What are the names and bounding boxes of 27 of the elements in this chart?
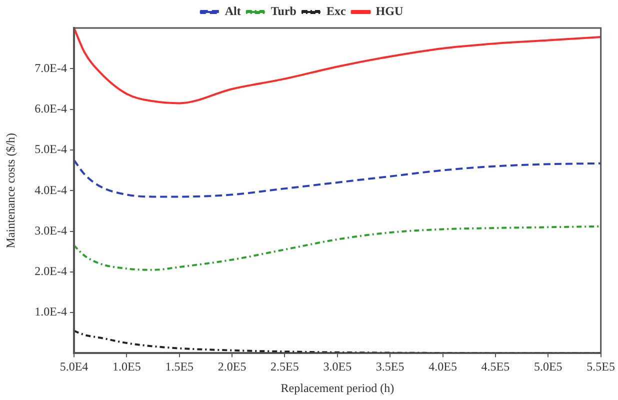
x-tick-label: 1.5E5 bbox=[165, 360, 194, 374]
line-series bbox=[74, 225, 601, 271]
x-tick-label: 3.0E5 bbox=[323, 360, 352, 374]
legend-label: HGU bbox=[376, 4, 404, 18]
y-axis-title: Maintenance costs ($/h) bbox=[3, 132, 18, 248]
legend-label: Turb bbox=[270, 4, 297, 18]
x-tick-label: 5.0E4 bbox=[60, 360, 88, 374]
y-tick-label: 2.0E-4 bbox=[34, 264, 67, 278]
x-tick-label: 4.0E5 bbox=[428, 360, 457, 374]
y-tick-label: 3.0E-4 bbox=[34, 223, 67, 238]
x-axis-title: Replacement period (h) bbox=[280, 380, 394, 395]
x-tick-label: 2.0E5 bbox=[218, 360, 246, 374]
y-tick-label: 4.0E-4 bbox=[34, 182, 67, 197]
x-tick-label: 4.5E5 bbox=[481, 360, 510, 374]
y-tick-label: 7.0E-4 bbox=[34, 60, 67, 75]
line-series bbox=[74, 159, 601, 198]
x-tick-label: 5.0E5 bbox=[534, 360, 562, 374]
line-series bbox=[74, 28, 601, 104]
x-tick-label: 1.0E5 bbox=[112, 360, 141, 374]
x-tick-label: 5.5E5 bbox=[586, 360, 616, 374]
y-tick-label: 6.0E-4 bbox=[34, 101, 67, 116]
y-tick-label: 5.0E-4 bbox=[34, 142, 67, 156]
y-tick-label: 1.0E-4 bbox=[34, 304, 67, 319]
legend-label: Alt bbox=[224, 4, 241, 18]
x-tick-label: 3.5E5 bbox=[376, 360, 404, 374]
legend-label: Exc bbox=[326, 4, 346, 18]
x-tick-label: 2.5E5 bbox=[270, 360, 299, 374]
